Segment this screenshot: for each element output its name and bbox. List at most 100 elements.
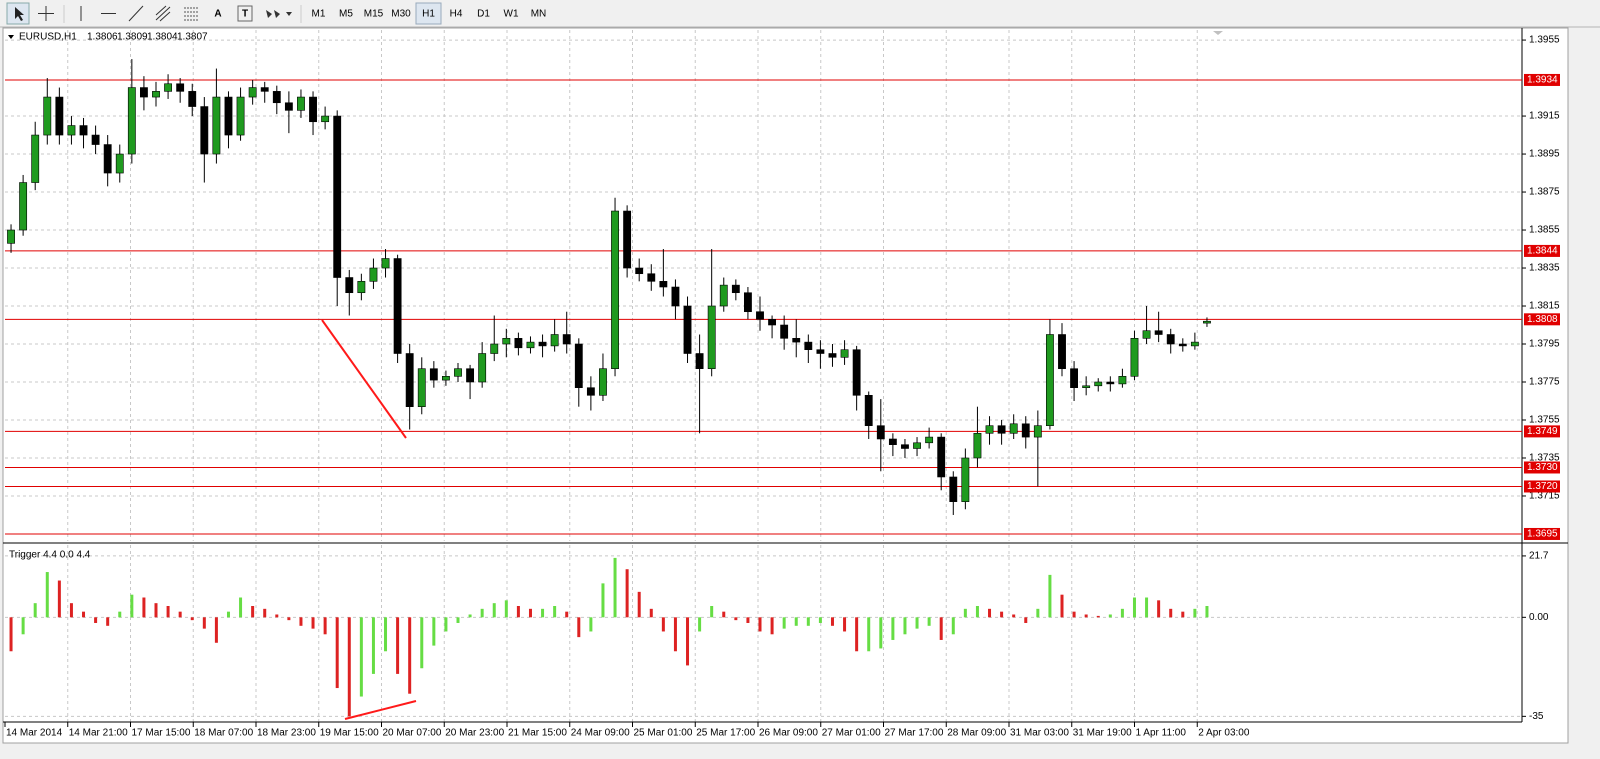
histogram-bar	[782, 617, 786, 629]
histogram-bar	[1024, 617, 1028, 623]
histogram-bar	[1205, 606, 1209, 618]
header-ohlc: 1.3809	[117, 32, 148, 43]
candle-body	[164, 83, 173, 92]
histogram-bar	[806, 617, 810, 626]
candle-body	[127, 87, 136, 155]
timeframe-button[interactable]: H4	[450, 9, 463, 20]
timeframe-button[interactable]: M30	[391, 9, 411, 20]
timeframe-button[interactable]: MN	[531, 9, 547, 20]
x-tick-label: 20 Mar 23:00	[445, 728, 504, 739]
histogram-bar	[891, 617, 895, 640]
candle-body	[1166, 334, 1175, 345]
y-tick-label: 1.3755	[1529, 415, 1560, 426]
histogram-bar	[492, 603, 496, 618]
candle-body	[1154, 330, 1163, 335]
text-tool[interactable]: A	[214, 9, 221, 20]
candle-body	[574, 343, 583, 388]
candle-body	[1033, 425, 1042, 438]
candle-body	[925, 436, 934, 444]
timeframe-button[interactable]: W1	[504, 9, 519, 20]
histogram-bar	[1072, 611, 1076, 618]
candle-body	[756, 311, 764, 320]
candle-body	[611, 210, 619, 370]
histogram-bar	[541, 608, 545, 618]
histogram-bar	[770, 617, 774, 635]
timeframe-active-bg[interactable]	[415, 2, 442, 25]
timeframe-button[interactable]: M1	[312, 9, 326, 20]
candle-body	[260, 87, 269, 92]
candle-body	[550, 334, 559, 347]
timeframe-button[interactable]: M15	[364, 9, 384, 20]
text-tool[interactable]: T	[242, 9, 248, 20]
histogram-bar	[202, 617, 206, 629]
candle-body	[31, 134, 40, 183]
histogram-bar	[190, 617, 194, 621]
histogram-bar	[915, 617, 919, 629]
histogram-bar	[408, 617, 412, 694]
timeframe-button[interactable]: M5	[339, 9, 353, 20]
candle-body	[695, 353, 704, 370]
level-label: 1.3730	[1527, 462, 1558, 473]
shift-marker	[1213, 31, 1223, 35]
y-tick-label: 1.3735	[1529, 453, 1560, 464]
histogram-bar	[698, 617, 702, 632]
candle-body	[1178, 343, 1187, 347]
histogram-bar	[673, 617, 677, 652]
candle-body	[309, 96, 317, 123]
candle-body	[1082, 385, 1091, 389]
y-tick-label: 1.3835	[1529, 263, 1560, 274]
candle-body	[961, 457, 970, 502]
candle-body	[937, 436, 946, 478]
candle-body	[224, 96, 233, 136]
candle-body	[103, 144, 112, 174]
histogram-bar	[528, 608, 532, 618]
header-ohlc: 1.3807	[177, 32, 208, 43]
candle-body	[586, 387, 595, 396]
indicator-panel: 21.7 0.00 -35 Trigger 4.4 0.0 4.4	[3, 543, 1549, 723]
histogram-bar	[69, 603, 73, 618]
dropdown-arrow[interactable]	[286, 12, 292, 16]
level-label: 1.3720	[1527, 481, 1558, 492]
y-tick-label: 21.7	[1529, 551, 1549, 562]
fibo-icon[interactable]	[184, 7, 198, 21]
histogram-bar	[251, 606, 255, 618]
crosshair-icon[interactable]	[38, 6, 54, 21]
candle-body	[840, 349, 849, 358]
candle-body	[381, 258, 390, 269]
histogram-bar	[33, 603, 37, 618]
timeframe-button[interactable]: H1	[422, 9, 435, 20]
histogram-bar	[843, 617, 847, 632]
histogram-bar	[1157, 600, 1161, 618]
candle-body	[719, 284, 728, 307]
histogram-bar	[867, 617, 871, 652]
histogram-bar	[130, 594, 134, 618]
histogram-bar	[9, 617, 13, 652]
channel-icon[interactable]	[155, 5, 171, 22]
histogram-bar	[988, 608, 992, 618]
timeframe-button[interactable]: D1	[477, 9, 490, 20]
histogram-bar	[226, 611, 230, 618]
x-tick-label: 1 Apr 11:00	[1136, 728, 1187, 739]
level-label: 1.3808	[1527, 314, 1558, 325]
histogram-bar	[710, 606, 714, 618]
indicator-title: Trigger 4.4 0.0 4.4	[9, 550, 91, 561]
arrows-icon[interactable]	[266, 10, 280, 18]
price-panel: 1.3955 1.3915 1.3895 1.3875 1.3855 1.3835 1.38…	[3, 28, 1568, 544]
candle-body	[1009, 423, 1018, 434]
histogram-bar	[1012, 614, 1016, 618]
histogram-bar	[82, 611, 86, 618]
level-label: 1.3695	[1527, 529, 1558, 540]
histogram-bar	[1108, 614, 1112, 618]
candle-body	[393, 258, 402, 354]
candle-body	[405, 353, 414, 407]
drawn-trendline	[344, 700, 417, 720]
candle-body	[623, 210, 632, 269]
histogram-bar	[214, 617, 218, 643]
candle-body	[973, 432, 982, 459]
trendline-icon[interactable]	[128, 5, 144, 22]
candle-body	[454, 368, 462, 377]
candle-body	[1190, 341, 1199, 347]
histogram-bar	[396, 617, 400, 674]
y-tick-label: 0.00	[1529, 612, 1549, 623]
candle-body	[780, 324, 789, 339]
